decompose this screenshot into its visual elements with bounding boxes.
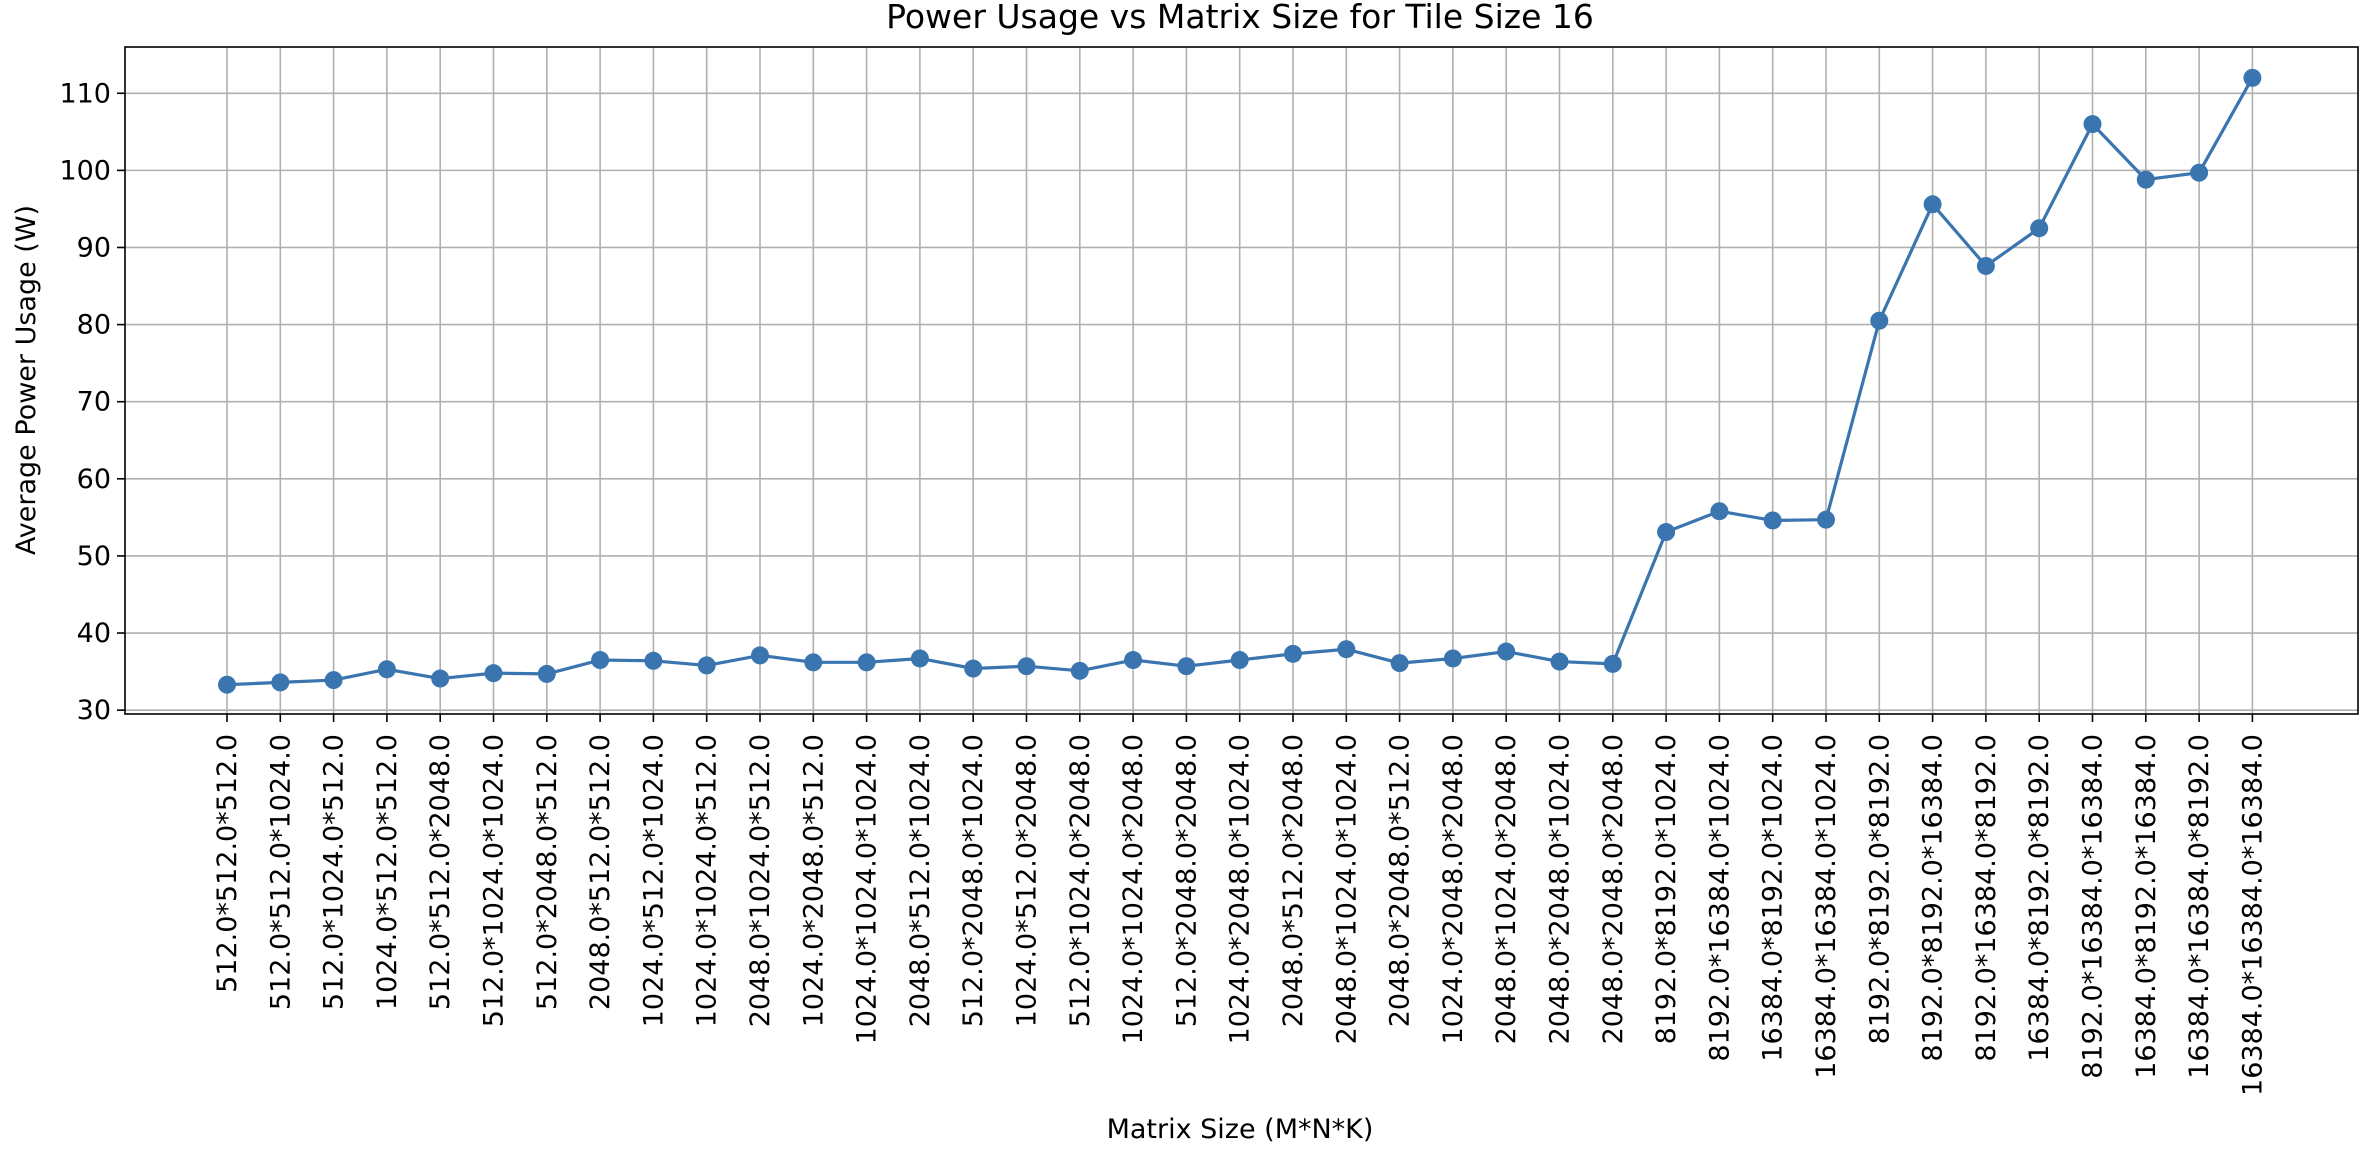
data-point (644, 651, 663, 670)
x-tick-label: 16384.0*8192.0*1024.0 (1758, 734, 1789, 1062)
x-tick-label: 2048.0*1024.0*512.0 (745, 734, 776, 1027)
x-tick-label: 2048.0*512.0*1024.0 (905, 734, 936, 1027)
x-tick-label: 1024.0*2048.0*2048.0 (1438, 734, 1469, 1044)
data-point (2083, 115, 2102, 134)
x-tick-label: 1024.0*512.0*1024.0 (638, 734, 669, 1027)
y-tick-label: 50 (77, 541, 111, 572)
data-point (324, 671, 343, 690)
data-point (1976, 256, 1995, 275)
x-tick-label: 512.0*2048.0*1024.0 (958, 734, 989, 1027)
x-tick-label: 1024.0*512.0*512.0 (372, 734, 403, 1010)
x-tick-label: 1024.0*1024.0*2048.0 (1118, 734, 1149, 1044)
x-tick-label: 8192.0*16384.0*8192.0 (1971, 734, 2002, 1062)
plot-frame (124, 46, 2359, 715)
grid-lines (125, 47, 2358, 714)
data-point (1124, 651, 1143, 670)
data-point (2243, 68, 2262, 87)
data-point (377, 660, 396, 679)
data-point (857, 653, 876, 672)
data-point (804, 653, 823, 672)
x-tick-label: 16384.0*8192.0*8192.0 (2024, 734, 2055, 1062)
x-tick-label: 2048.0*1024.0*1024.0 (1331, 734, 1362, 1044)
data-point (1497, 642, 1516, 661)
data-point (910, 649, 929, 668)
x-tick-label: 2048.0*512.0*512.0 (585, 734, 616, 1010)
data-point (591, 651, 610, 670)
x-axis-ticks: 512.0*512.0*512.0 512.0*512.0*1024.0 512.0… (212, 714, 2268, 1096)
x-tick-label: 1024.0*512.0*2048.0 (1012, 734, 1043, 1027)
x-tick-label: 8192.0*16384.0*16384.0 (2078, 734, 2109, 1079)
x-tick-label: 2048.0*1024.0*2048.0 (1491, 734, 1522, 1044)
data-point (1443, 649, 1462, 668)
data-point (1923, 195, 1942, 214)
x-tick-label: 2048.0*512.0*2048.0 (1278, 734, 1309, 1027)
x-tick-label: 2048.0*2048.0*1024.0 (1545, 734, 1576, 1044)
x-tick-label: 1024.0*2048.0*1024.0 (1225, 734, 1256, 1044)
y-tick-label: 80 (77, 310, 111, 341)
data-point (1710, 502, 1729, 521)
x-tick-label: 1024.0*1024.0*512.0 (692, 734, 723, 1027)
x-tick-label: 512.0*512.0*512.0 (212, 734, 243, 993)
x-tick-label: 16384.0*8192.0*16384.0 (2131, 734, 2162, 1079)
x-tick-label: 1024.0*1024.0*1024.0 (852, 734, 883, 1044)
y-tick-label: 110 (59, 78, 111, 109)
data-point (218, 675, 236, 694)
x-tick-label: 2048.0*2048.0*2048.0 (1598, 734, 1629, 1044)
x-tick-label: 512.0*512.0*1024.0 (265, 734, 296, 1010)
x-tick-label: 512.0*2048.0*2048.0 (1171, 734, 1202, 1027)
series-power-usage (218, 68, 2262, 694)
data-point (1284, 644, 1302, 663)
x-tick-label: 16384.0*16384.0*1024.0 (1811, 734, 1842, 1079)
chart-title: Power Usage vs Matrix Size for Tile Size… (886, 0, 1594, 36)
data-point (271, 673, 290, 692)
y-tick-label: 90 (77, 232, 111, 263)
data-point (1390, 654, 1409, 673)
data-point (1017, 657, 1036, 676)
x-tick-label: 16384.0*16384.0*16384.0 (2237, 734, 2268, 1096)
x-tick-label: 8192.0*8192.0*1024.0 (1651, 734, 1682, 1044)
data-point (1337, 640, 1356, 659)
y-axis-label: Average Power Usage (W) (11, 205, 42, 555)
data-point (697, 656, 716, 675)
data-point (1603, 654, 1622, 673)
data-point (1657, 523, 1676, 542)
y-tick-label: 30 (77, 695, 111, 726)
data-point (964, 659, 983, 678)
data-point (484, 664, 503, 683)
x-tick-label: 2048.0*2048.0*512.0 (1385, 734, 1416, 1027)
x-tick-label: 8192.0*16384.0*1024.0 (1704, 734, 1735, 1062)
y-tick-label: 100 (59, 155, 111, 186)
x-tick-label: 512.0*1024.0*1024.0 (479, 734, 510, 1027)
y-axis-ticks: 30 40 50 60 70 80 90 100 110 (59, 78, 125, 726)
data-point (1870, 311, 1889, 330)
data-point (751, 646, 769, 665)
x-axis-label: Matrix Size (M*N*K) (1107, 1114, 1374, 1145)
data-point (2136, 170, 2155, 189)
x-tick-label: 512.0*2048.0*512.0 (532, 734, 563, 1010)
x-tick-label: 512.0*1024.0*512.0 (319, 734, 350, 1010)
data-point (1070, 661, 1089, 680)
data-point (1817, 510, 1835, 529)
y-tick-label: 60 (77, 464, 111, 495)
data-point (2190, 163, 2209, 182)
data-point (1177, 657, 1196, 676)
x-tick-label: 8192.0*8192.0*8192.0 (1864, 734, 1895, 1044)
data-point (1763, 511, 1782, 530)
x-tick-label: 512.0*1024.0*2048.0 (1065, 734, 1096, 1027)
y-tick-label: 70 (77, 387, 111, 418)
y-tick-label: 40 (77, 618, 111, 649)
x-tick-label: 16384.0*16384.0*8192.0 (2184, 734, 2215, 1079)
data-point (1550, 652, 1569, 671)
data-point (1230, 651, 1249, 670)
x-tick-label: 8192.0*8192.0*16384.0 (1918, 734, 1949, 1062)
data-point (537, 664, 556, 683)
x-tick-label: 512.0*512.0*2048.0 (425, 734, 456, 1010)
data-point (431, 669, 450, 688)
x-tick-label: 1024.0*2048.0*512.0 (798, 734, 829, 1027)
data-point (2030, 219, 2049, 238)
